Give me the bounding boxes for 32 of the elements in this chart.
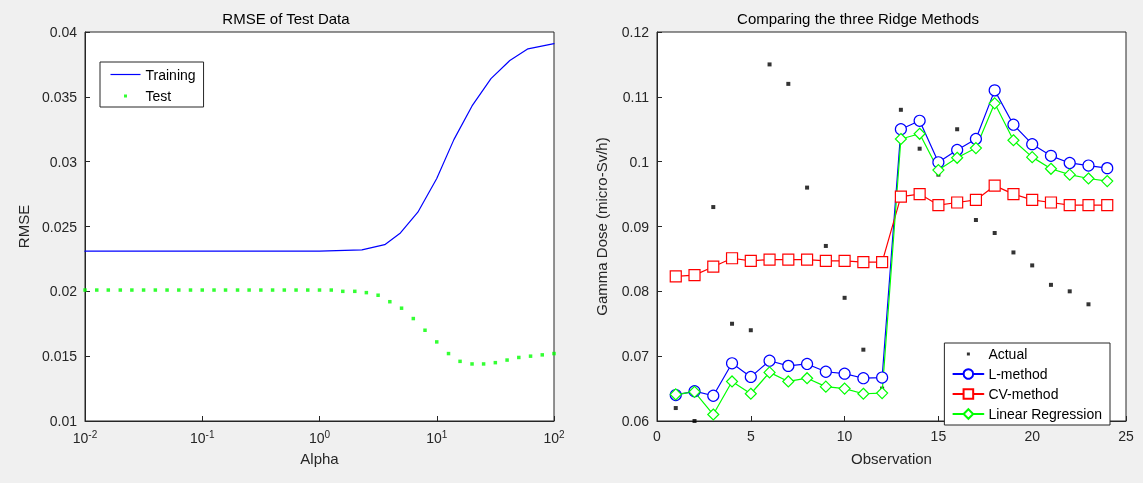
y-tick-label: 0.03	[49, 153, 78, 170]
x-tick-label: 0	[652, 428, 661, 444]
y-tick-label: 0.025	[41, 218, 78, 235]
legend-label: Actual	[987, 346, 1027, 362]
y-tick-label: 0.1	[629, 153, 649, 170]
legend-label: Test	[145, 88, 172, 104]
y-tick-label: 0.06	[621, 413, 649, 429]
y-tick-label: 0.12	[621, 24, 649, 40]
y-axis-title: RMSE	[15, 204, 33, 249]
y-axis-title: Gamma Dose (micro-Sv/h)	[592, 137, 610, 316]
legend-label: CV-method	[987, 386, 1058, 402]
chart-title: Comparing the three Ridge Methods	[736, 10, 979, 27]
y-tick-label: 0.07	[621, 348, 649, 365]
y-tick-label: 0.02	[49, 283, 78, 300]
x-tick-label: 5	[746, 428, 755, 444]
y-tick-label: 0.01	[49, 413, 78, 429]
x-tick-label: 10	[836, 428, 853, 444]
y-tick-label: 0.04	[49, 24, 78, 40]
legend-label: Linear Regression	[987, 406, 1102, 422]
x-axis-title: Alpha	[300, 450, 340, 467]
x-tick-label: 15	[930, 428, 946, 444]
x-tick-label: 25	[1117, 428, 1134, 444]
chart-title: RMSE of Test Data	[222, 10, 351, 27]
legend-label: Training	[145, 66, 196, 83]
y-tick-label: 0.09	[621, 218, 649, 235]
x-axis-title: Observation	[850, 450, 932, 467]
y-tick-label: 0.08	[621, 283, 649, 300]
y-tick-label: 0.015	[41, 348, 78, 365]
x-tick-label: 20	[1023, 428, 1040, 444]
y-tick-label: 0.11	[622, 88, 649, 105]
y-tick-label: 0.035	[41, 88, 78, 105]
legend-label: L-method	[987, 366, 1048, 382]
